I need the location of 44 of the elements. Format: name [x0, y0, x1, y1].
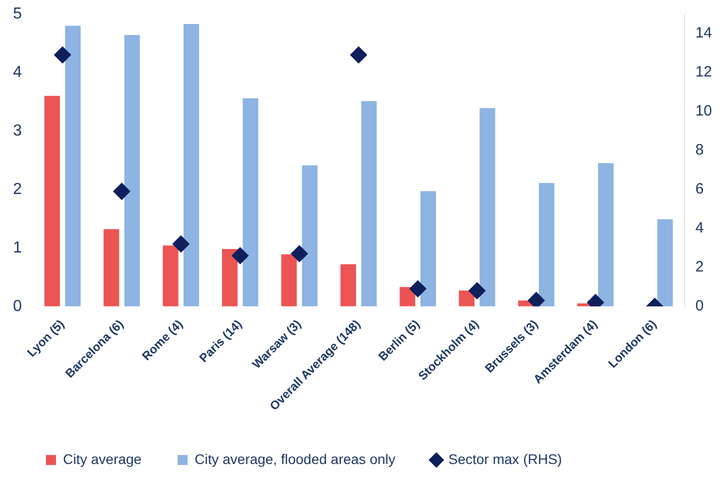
y-tick-label: 5: [12, 5, 22, 22]
y2-tick-label: 2: [695, 258, 704, 276]
point: [54, 46, 72, 64]
bar: [657, 219, 673, 306]
legend-label: City average, flooded areas only: [194, 450, 396, 467]
legend-label: Sector max (RHS): [448, 450, 562, 467]
bar: [281, 254, 297, 306]
bar: [242, 98, 258, 306]
y2-tick-label: 8: [695, 142, 704, 159]
bar: [104, 229, 120, 306]
y-tick-label: 2: [12, 180, 22, 198]
bar: [162, 246, 178, 306]
y-tick-label: 4: [12, 64, 22, 81]
legend-label: City average: [63, 450, 142, 467]
bar: [420, 191, 436, 306]
bar: [480, 108, 496, 306]
bar: [361, 101, 377, 306]
bar: [340, 264, 356, 306]
y2-tick-label: 0: [695, 297, 704, 314]
bar: [458, 290, 474, 306]
bar: [598, 163, 614, 306]
point: [113, 182, 130, 200]
bar: [65, 26, 81, 306]
bar: [184, 24, 200, 306]
y2-tick-label: 6: [695, 180, 704, 198]
point: [290, 245, 308, 262]
bar: [302, 165, 318, 306]
y2-tick-label: 10: [695, 102, 712, 120]
bar: [44, 96, 60, 306]
point: [232, 247, 249, 264]
bar: [124, 35, 140, 306]
point: [468, 282, 486, 300]
y2-tick-label: 14: [695, 24, 712, 42]
bar: [538, 182, 554, 306]
point: [409, 280, 426, 298]
y-tick-label: 3: [12, 122, 22, 140]
point: [350, 46, 368, 64]
point: [172, 235, 190, 252]
bar: [222, 249, 238, 306]
point: [528, 292, 545, 306]
y-tick-label: 0: [12, 298, 22, 315]
y2-tick-label: 4: [695, 220, 704, 237]
y-tick-label: 1: [12, 239, 22, 256]
y2-tick-label: 12: [695, 64, 712, 81]
